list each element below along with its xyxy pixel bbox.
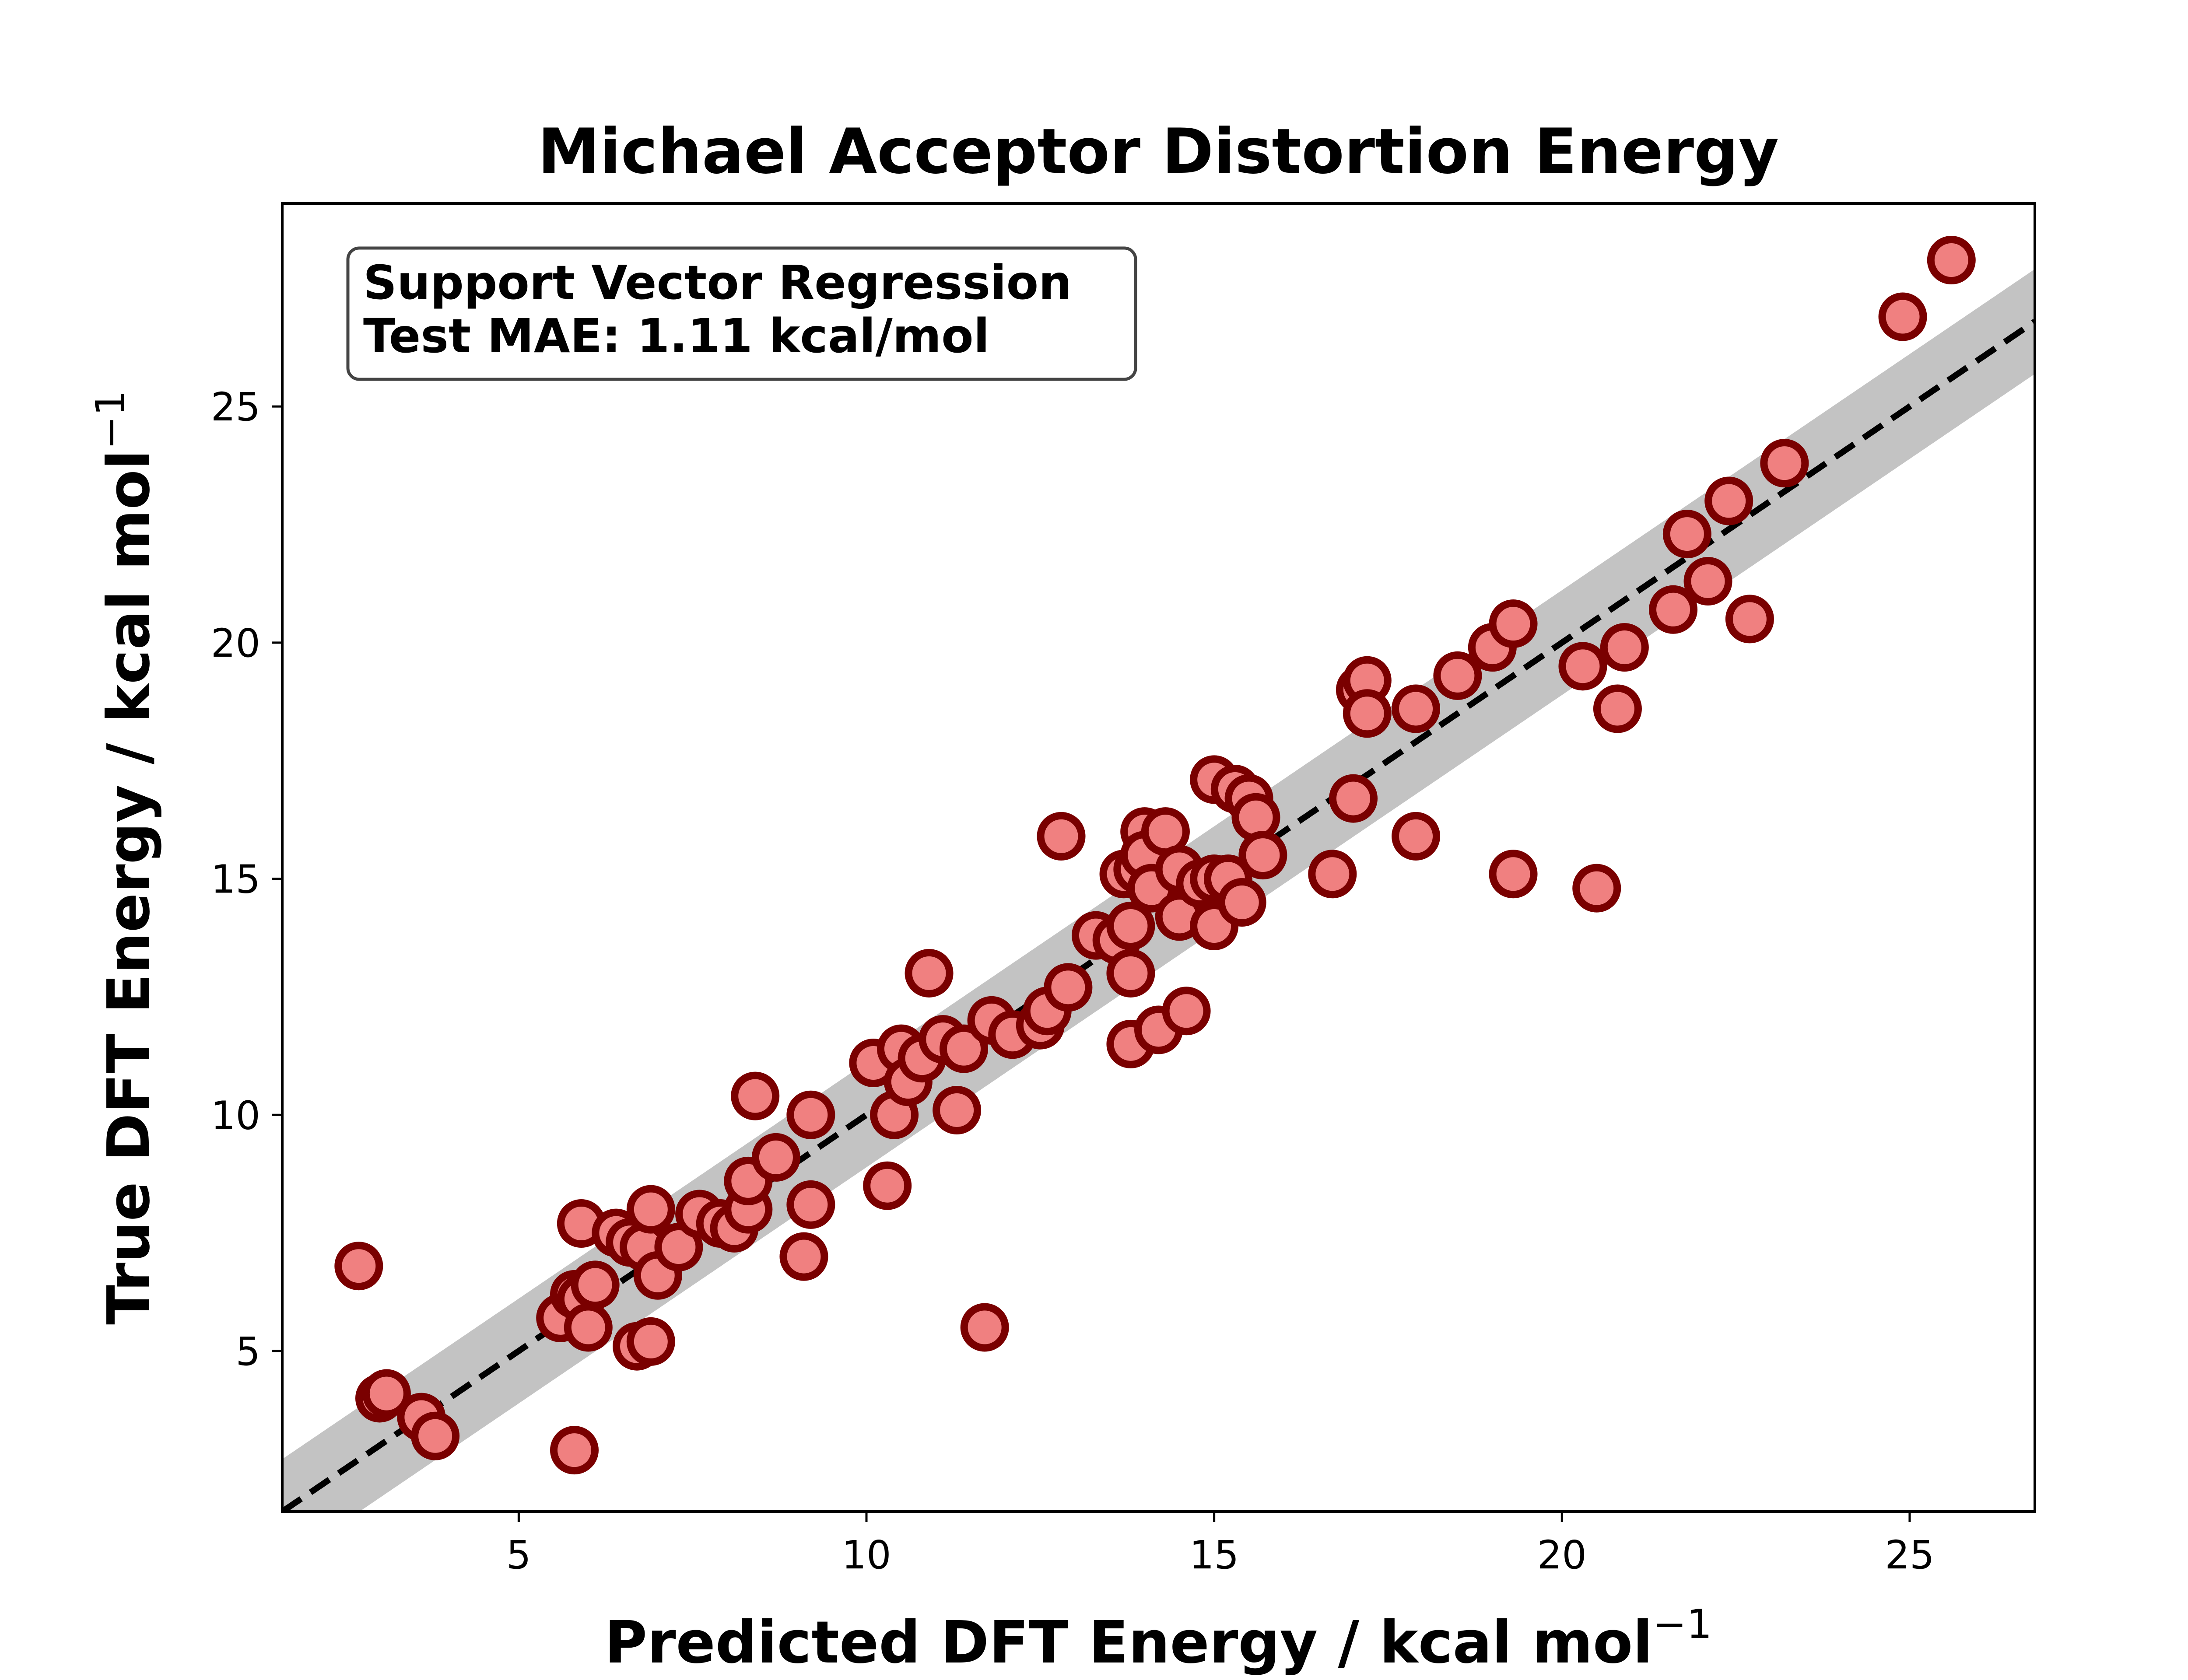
x-axis-label: Predicted DFT Energy / kcal mol−1 [605,1601,1712,1676]
annotation-box: Support Vector Regression Test MAE: 1.11… [346,246,1137,381]
x-tick-label: 10 [842,1532,891,1578]
x-tick-label: 15 [1189,1532,1239,1578]
annotation-line1: Support Vector Regression [363,256,1072,310]
x-tick-label: 5 [506,1532,531,1578]
y-tick-label: 20 [211,620,260,666]
data-point [1704,476,1753,525]
data-point [1044,963,1093,1012]
data-point [1037,812,1086,861]
data-point [1927,236,1976,285]
data-point [1489,599,1538,648]
points-layer [334,236,1976,1475]
data-point [1683,557,1732,606]
y-tick-label: 15 [211,857,260,902]
data-point [654,1223,703,1272]
y-tick-label: 25 [211,384,260,430]
y-tick-label: 5 [235,1329,260,1374]
data-point [940,1024,988,1073]
data-point [1392,684,1441,733]
data-point [1238,831,1287,880]
y-axis-unit-exponent: −1 [87,390,134,450]
data-point [550,1426,599,1475]
data-point [1329,774,1378,823]
plot-frame [281,202,2036,1513]
data-point [933,1085,982,1134]
data-point [960,1303,1009,1352]
data-point [779,1232,828,1281]
data-point [1760,439,1809,488]
data-point [1308,850,1357,899]
data-point [751,1133,800,1182]
y-tick-label: 10 [211,1092,260,1138]
data-point [1600,623,1649,672]
data-point [334,1242,383,1291]
data-point [1231,793,1280,842]
x-tick-label: 20 [1537,1532,1587,1578]
data-point [731,1071,780,1120]
data-point [1662,510,1711,559]
data-point [863,1161,912,1210]
data-point [626,1185,675,1234]
data-point [626,1317,675,1366]
data-point [905,948,954,998]
data-point [1558,642,1607,691]
data-point [1343,689,1392,738]
data-point [786,1180,835,1229]
data-point [1649,585,1698,634]
data-point [786,1090,835,1139]
data-point [411,1411,460,1460]
data-point [564,1303,613,1352]
y-axis-label: True DFT Energy / kcal mol−1 [87,390,163,1325]
data-point [1217,878,1266,927]
data-point [1433,651,1482,700]
data-point [1725,595,1774,644]
data-point [1392,812,1441,861]
data-point [1162,987,1211,1036]
data-point [362,1369,411,1418]
data-point [1878,292,1927,341]
data-point [1489,850,1538,899]
data-point [1593,684,1642,733]
x-axis-ticks: 5 10 15 20 25 [506,1512,1935,1578]
data-point [1572,864,1621,913]
annotation-line2: Test MAE: 1.11 kcal/mol [363,309,989,364]
data-point [1106,948,1155,998]
x-axis-unit-exponent: −1 [1653,1601,1712,1648]
chart-title: Michael Acceptor Distortion Energy [538,116,1779,188]
plot-area [282,236,2035,1512]
data-point [1106,902,1155,951]
x-tick-label: 25 [1885,1532,1934,1578]
y-axis-ticks: 5 10 15 20 25 [211,384,282,1374]
data-point [571,1260,620,1309]
